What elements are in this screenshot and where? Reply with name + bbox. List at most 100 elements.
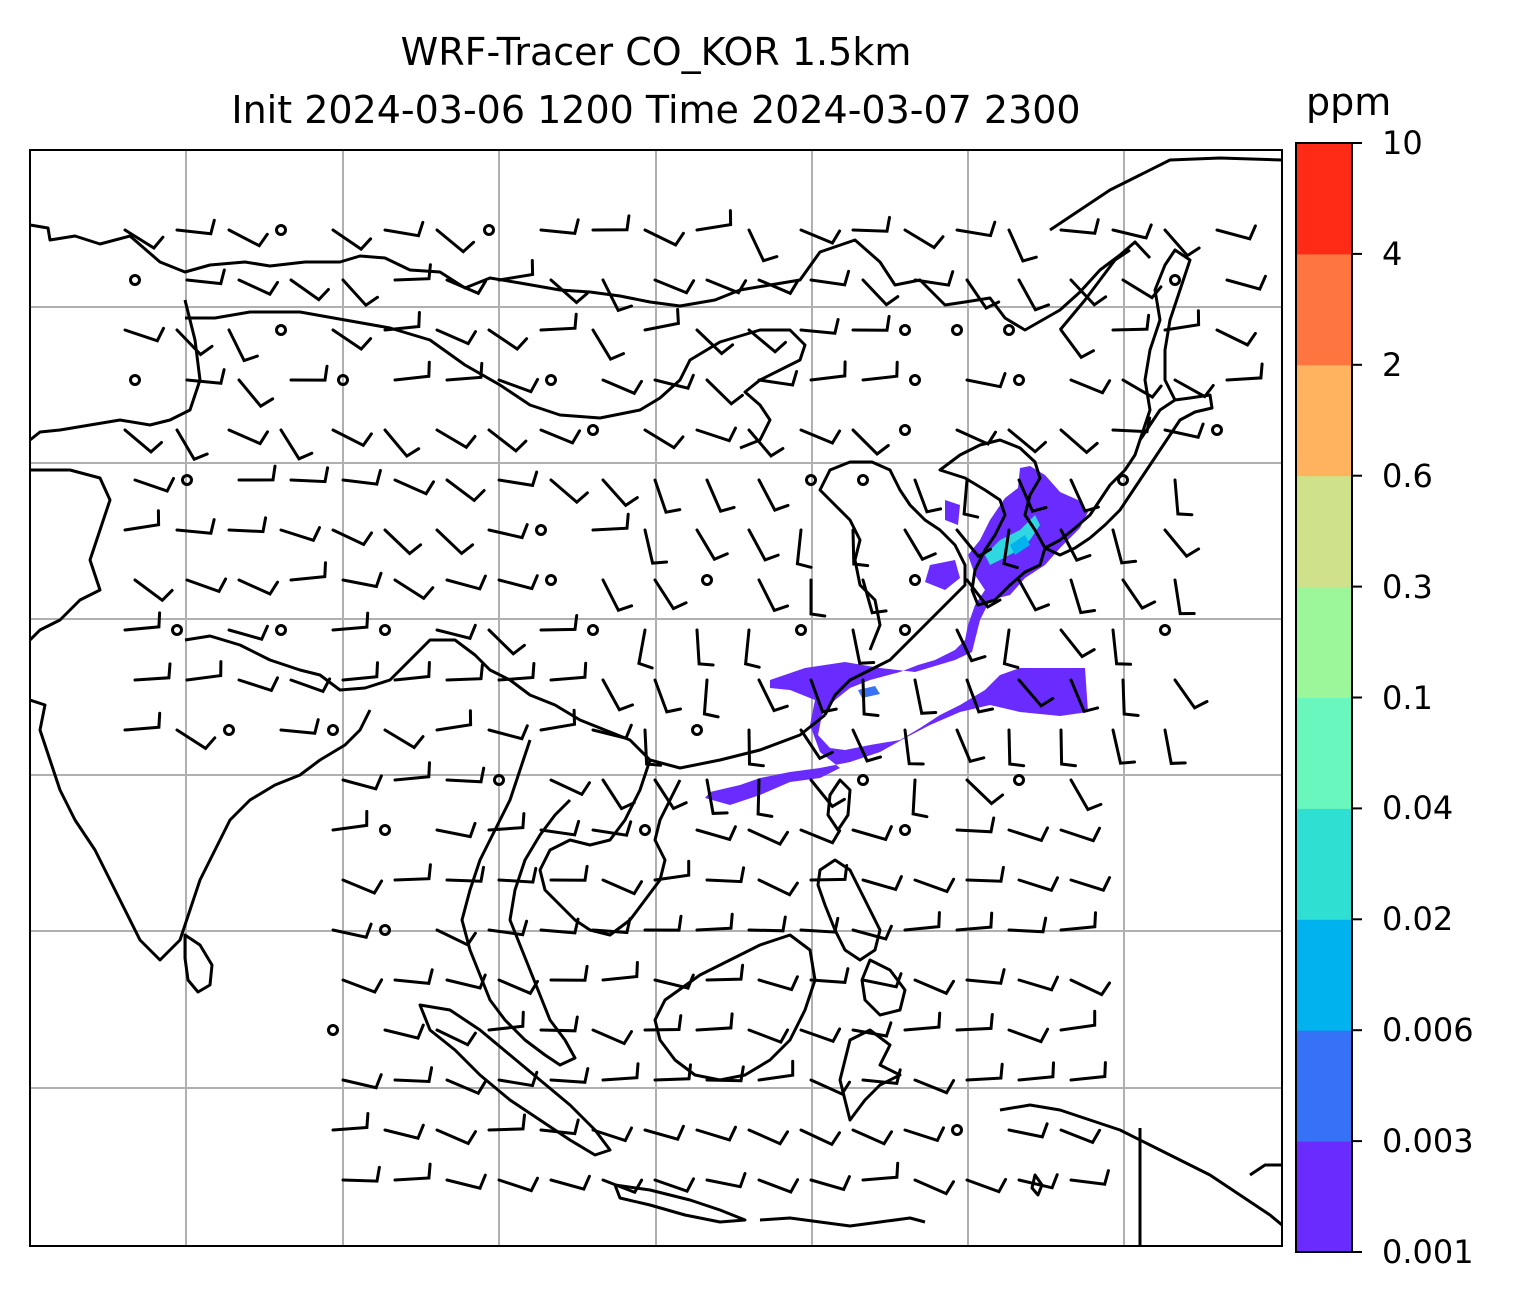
wind-barb	[1173, 578, 1196, 616]
wind-barb	[393, 263, 432, 282]
wind-barb	[487, 724, 529, 741]
wind-barb	[695, 1012, 734, 1032]
wind-barb	[1059, 911, 1097, 932]
wind-barb	[497, 978, 539, 996]
calm-marker	[701, 574, 713, 586]
wind-barb	[539, 917, 580, 935]
wind-barb	[757, 370, 799, 387]
calm-marker	[1013, 374, 1025, 386]
calm-marker	[639, 824, 651, 836]
wind-barb	[237, 278, 279, 297]
wind-barb	[809, 864, 849, 882]
wind-barb	[185, 577, 228, 594]
wind-barb	[175, 728, 217, 751]
wind-barb	[487, 328, 529, 351]
wind-barb	[913, 478, 943, 514]
wind-barb	[1173, 678, 1209, 710]
wind-barb	[435, 328, 477, 346]
wind-barb	[435, 709, 473, 732]
wind-barb	[695, 426, 737, 443]
wind-barb	[851, 314, 891, 332]
wind-barb	[795, 528, 813, 569]
wind-barb	[705, 478, 736, 513]
wind-barb	[601, 778, 636, 811]
wind-barb	[487, 919, 529, 937]
calm-marker	[1117, 474, 1129, 486]
wind-barb	[643, 1124, 685, 1141]
colorbar-segment	[1296, 143, 1352, 255]
calm-marker	[379, 924, 391, 936]
wind-barb	[757, 478, 790, 512]
wind-barb	[955, 528, 992, 559]
colorbar-segment	[1296, 1030, 1352, 1142]
wind-barb	[1017, 1173, 1059, 1190]
wind-barb	[799, 1128, 841, 1147]
wind-barb	[747, 828, 789, 847]
wind-barb	[705, 1172, 747, 1189]
wind-barb	[643, 914, 683, 932]
wind-barb	[445, 361, 484, 382]
wind-barb	[435, 528, 475, 556]
wind-barb	[487, 628, 526, 656]
wind-barb	[653, 578, 688, 611]
wind-barb	[133, 477, 175, 493]
wind-barb	[809, 1175, 851, 1192]
wind-barb	[341, 661, 379, 682]
wind-barb	[341, 978, 384, 994]
wind-barb	[913, 1178, 955, 1196]
wind-barb	[393, 578, 435, 601]
wind-barb	[1007, 228, 1038, 263]
wind-barb	[653, 973, 695, 990]
wind-barb	[1017, 876, 1059, 893]
wind-barb	[279, 718, 320, 735]
wind-barb	[393, 1066, 434, 1084]
wind-barb	[1163, 528, 1201, 559]
wind-barb	[799, 318, 840, 335]
wind-barb	[1069, 876, 1111, 893]
wind-barb	[393, 968, 434, 986]
wind-barb	[383, 220, 425, 238]
wind-barb	[591, 1126, 633, 1143]
calm-marker	[899, 824, 911, 836]
wind-barb	[185, 660, 223, 682]
calm-marker	[379, 624, 391, 636]
wind-barb	[1007, 916, 1048, 934]
wind-barb	[1059, 218, 1100, 235]
colorbar-segment	[1296, 919, 1352, 1031]
wind-barb	[1215, 224, 1257, 241]
wind-barb	[1059, 728, 1077, 768]
wind-barb	[799, 1027, 842, 1044]
wind-barb	[591, 917, 632, 935]
wind-barb	[799, 916, 840, 934]
colorbar-tick-label: 0.02	[1382, 900, 1454, 939]
wind-barb	[965, 968, 1006, 985]
wind-barb	[653, 478, 682, 514]
wind-barb	[903, 911, 941, 932]
colorbar-unit: ppm	[1306, 80, 1392, 124]
wind-barb	[289, 466, 330, 484]
calm-marker	[1169, 274, 1181, 286]
calm-marker	[951, 324, 963, 336]
wind-barb	[435, 623, 477, 641]
wind-barb	[1069, 978, 1111, 997]
calm-marker	[223, 724, 235, 736]
wind-barb	[497, 574, 539, 591]
calm-wind-markers	[129, 224, 1223, 1136]
wind-barb	[435, 228, 476, 254]
wind-barb	[756, 778, 774, 818]
wind-barb	[549, 778, 591, 797]
wind-barb	[851, 1128, 893, 1146]
colorbar-tick-label: 0.6	[1382, 456, 1433, 495]
wind-barb	[435, 821, 477, 839]
wind-barb	[965, 865, 1005, 883]
wind-barb	[133, 662, 172, 682]
calm-marker	[171, 624, 183, 636]
wind-barb	[497, 1070, 539, 1088]
wind-barb	[383, 728, 425, 750]
wind-barb	[237, 578, 279, 596]
calm-marker	[545, 574, 557, 586]
wind-barb	[757, 678, 789, 713]
wind-barb	[1002, 628, 1020, 669]
wind-barb	[289, 278, 330, 302]
